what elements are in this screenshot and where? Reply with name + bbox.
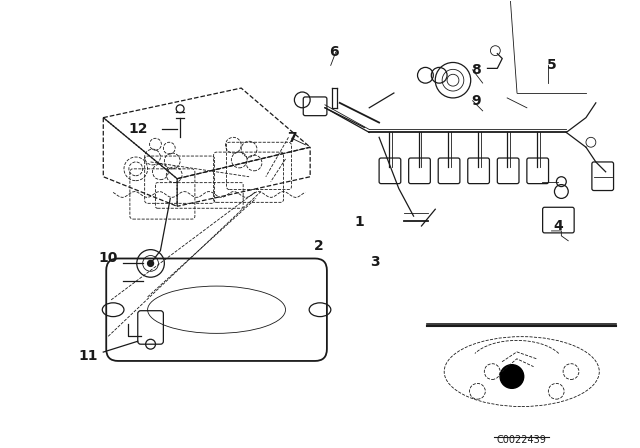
- Circle shape: [500, 365, 524, 388]
- Circle shape: [470, 383, 485, 399]
- Text: 9: 9: [471, 94, 481, 108]
- Circle shape: [484, 364, 500, 379]
- Text: 5: 5: [547, 58, 557, 73]
- Text: 7: 7: [287, 131, 297, 145]
- Circle shape: [148, 260, 154, 267]
- Text: 3: 3: [371, 255, 380, 269]
- Text: 2: 2: [314, 239, 323, 253]
- Circle shape: [563, 364, 579, 379]
- Text: 6: 6: [330, 45, 339, 59]
- Circle shape: [548, 383, 564, 399]
- Text: 11: 11: [79, 349, 99, 363]
- Text: 10: 10: [99, 250, 118, 264]
- Text: 12: 12: [128, 122, 148, 137]
- Text: 1: 1: [355, 215, 364, 229]
- Text: 8: 8: [471, 63, 481, 77]
- Text: 4: 4: [553, 220, 563, 233]
- Text: C0022439: C0022439: [497, 435, 547, 445]
